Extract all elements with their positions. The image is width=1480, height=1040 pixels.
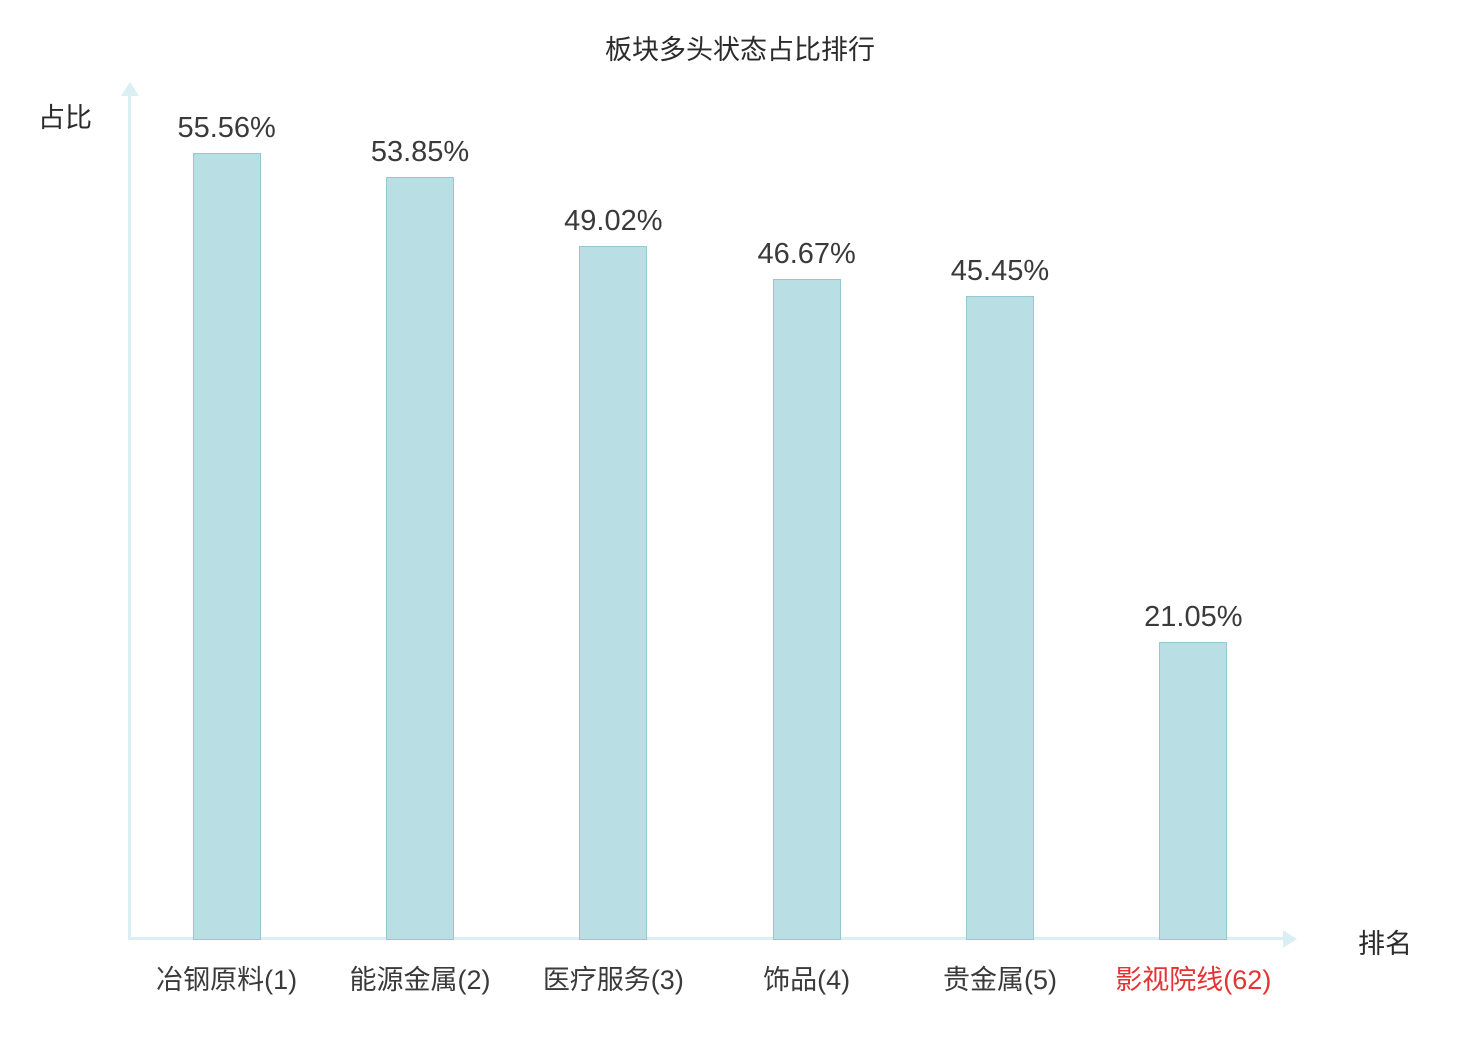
bar-value-label: 49.02%: [564, 204, 663, 237]
y-axis-label: 占比: [38, 103, 92, 133]
bar-group: 49.02%: [517, 90, 710, 940]
x-axis-arrow-icon: [1283, 929, 1297, 948]
category-labels-row: 冶钢原料(1) 能源金属(2) 医疗服务(3) 饰品(4) 贵金属(5) 影视院线(62): [130, 958, 1290, 997]
category-label: 影视院线(62): [1115, 965, 1272, 995]
category-label: 医疗服务(3): [542, 965, 684, 995]
category-label: 饰品(4): [763, 965, 851, 995]
bar-value-label: 53.85%: [370, 136, 470, 169]
bar-value-label: 45.45%: [950, 255, 1050, 288]
bar-value-label: 55.56%: [177, 111, 276, 144]
bars-area: 55.56% 53.85% 49.02% 46.67% 45.45% 21.05%: [130, 90, 1290, 940]
x-axis-label: 排名: [1358, 929, 1412, 959]
bar: [385, 177, 454, 940]
bar: [192, 152, 261, 940]
category-label: 能源金属(2): [349, 965, 491, 995]
x-axis-line: [128, 937, 1286, 940]
category-label: 贵金属(5): [942, 965, 1057, 995]
bar: [965, 296, 1034, 940]
bar: [1159, 641, 1228, 940]
bar-group: 53.85%: [323, 90, 516, 940]
chart-title: 板块多头状态占比排行: [605, 35, 875, 65]
bar-value-label: 46.67%: [757, 237, 856, 270]
bar-group: 45.45%: [903, 90, 1096, 940]
y-axis-line: [128, 92, 131, 940]
category-label: 冶钢原料(1): [156, 965, 298, 995]
bar-group: 55.56%: [130, 90, 323, 940]
y-axis-arrow-icon: [121, 82, 139, 96]
bar-value-label: 21.05%: [1144, 600, 1243, 633]
bar: [772, 278, 841, 940]
bar: [579, 245, 648, 940]
bar-group: 46.67%: [710, 90, 903, 940]
bar-group: 21.05%: [1097, 90, 1290, 940]
